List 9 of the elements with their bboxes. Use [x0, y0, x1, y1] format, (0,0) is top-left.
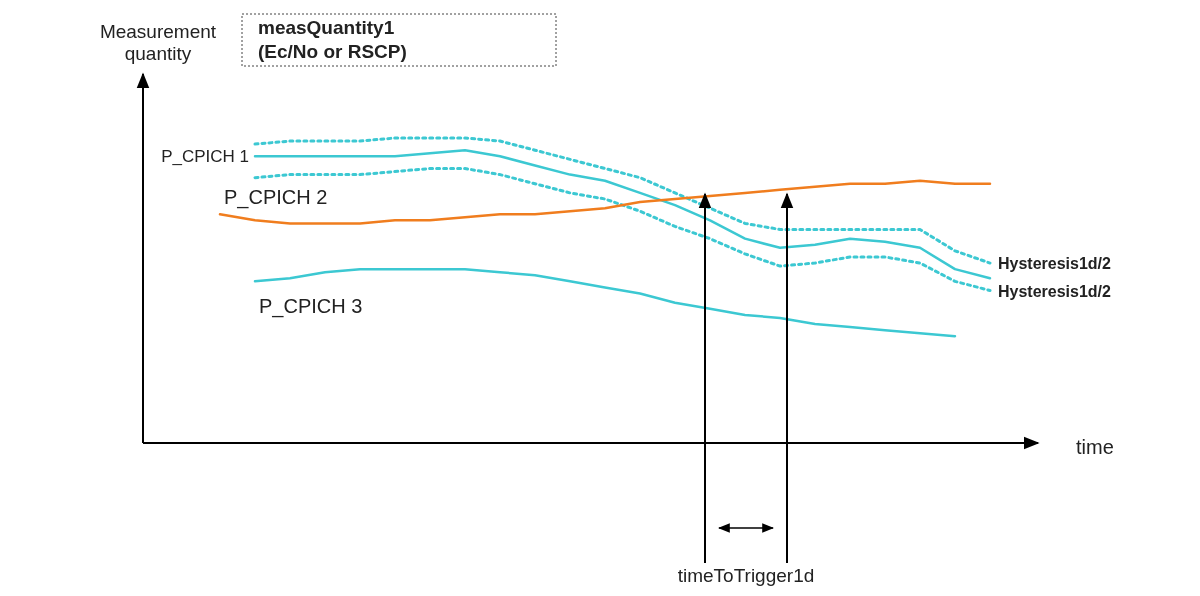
- chart-title: measQuantity1 (Ec/No or RSCP): [258, 17, 407, 62]
- x-axis-title: time: [1076, 436, 1114, 458]
- series-label: P_CPICH 2: [224, 186, 328, 210]
- series-label: P_CPICH 1: [161, 147, 249, 167]
- series-label: Hysteresis1d/2: [998, 282, 1112, 300]
- y-axis-title: Measurement quantity: [99, 21, 217, 64]
- text: timeToTrigger1d: [677, 565, 815, 586]
- series-label: Hysteresis1d/2: [998, 255, 1112, 273]
- series-label: P_CPICH 3: [259, 295, 363, 319]
